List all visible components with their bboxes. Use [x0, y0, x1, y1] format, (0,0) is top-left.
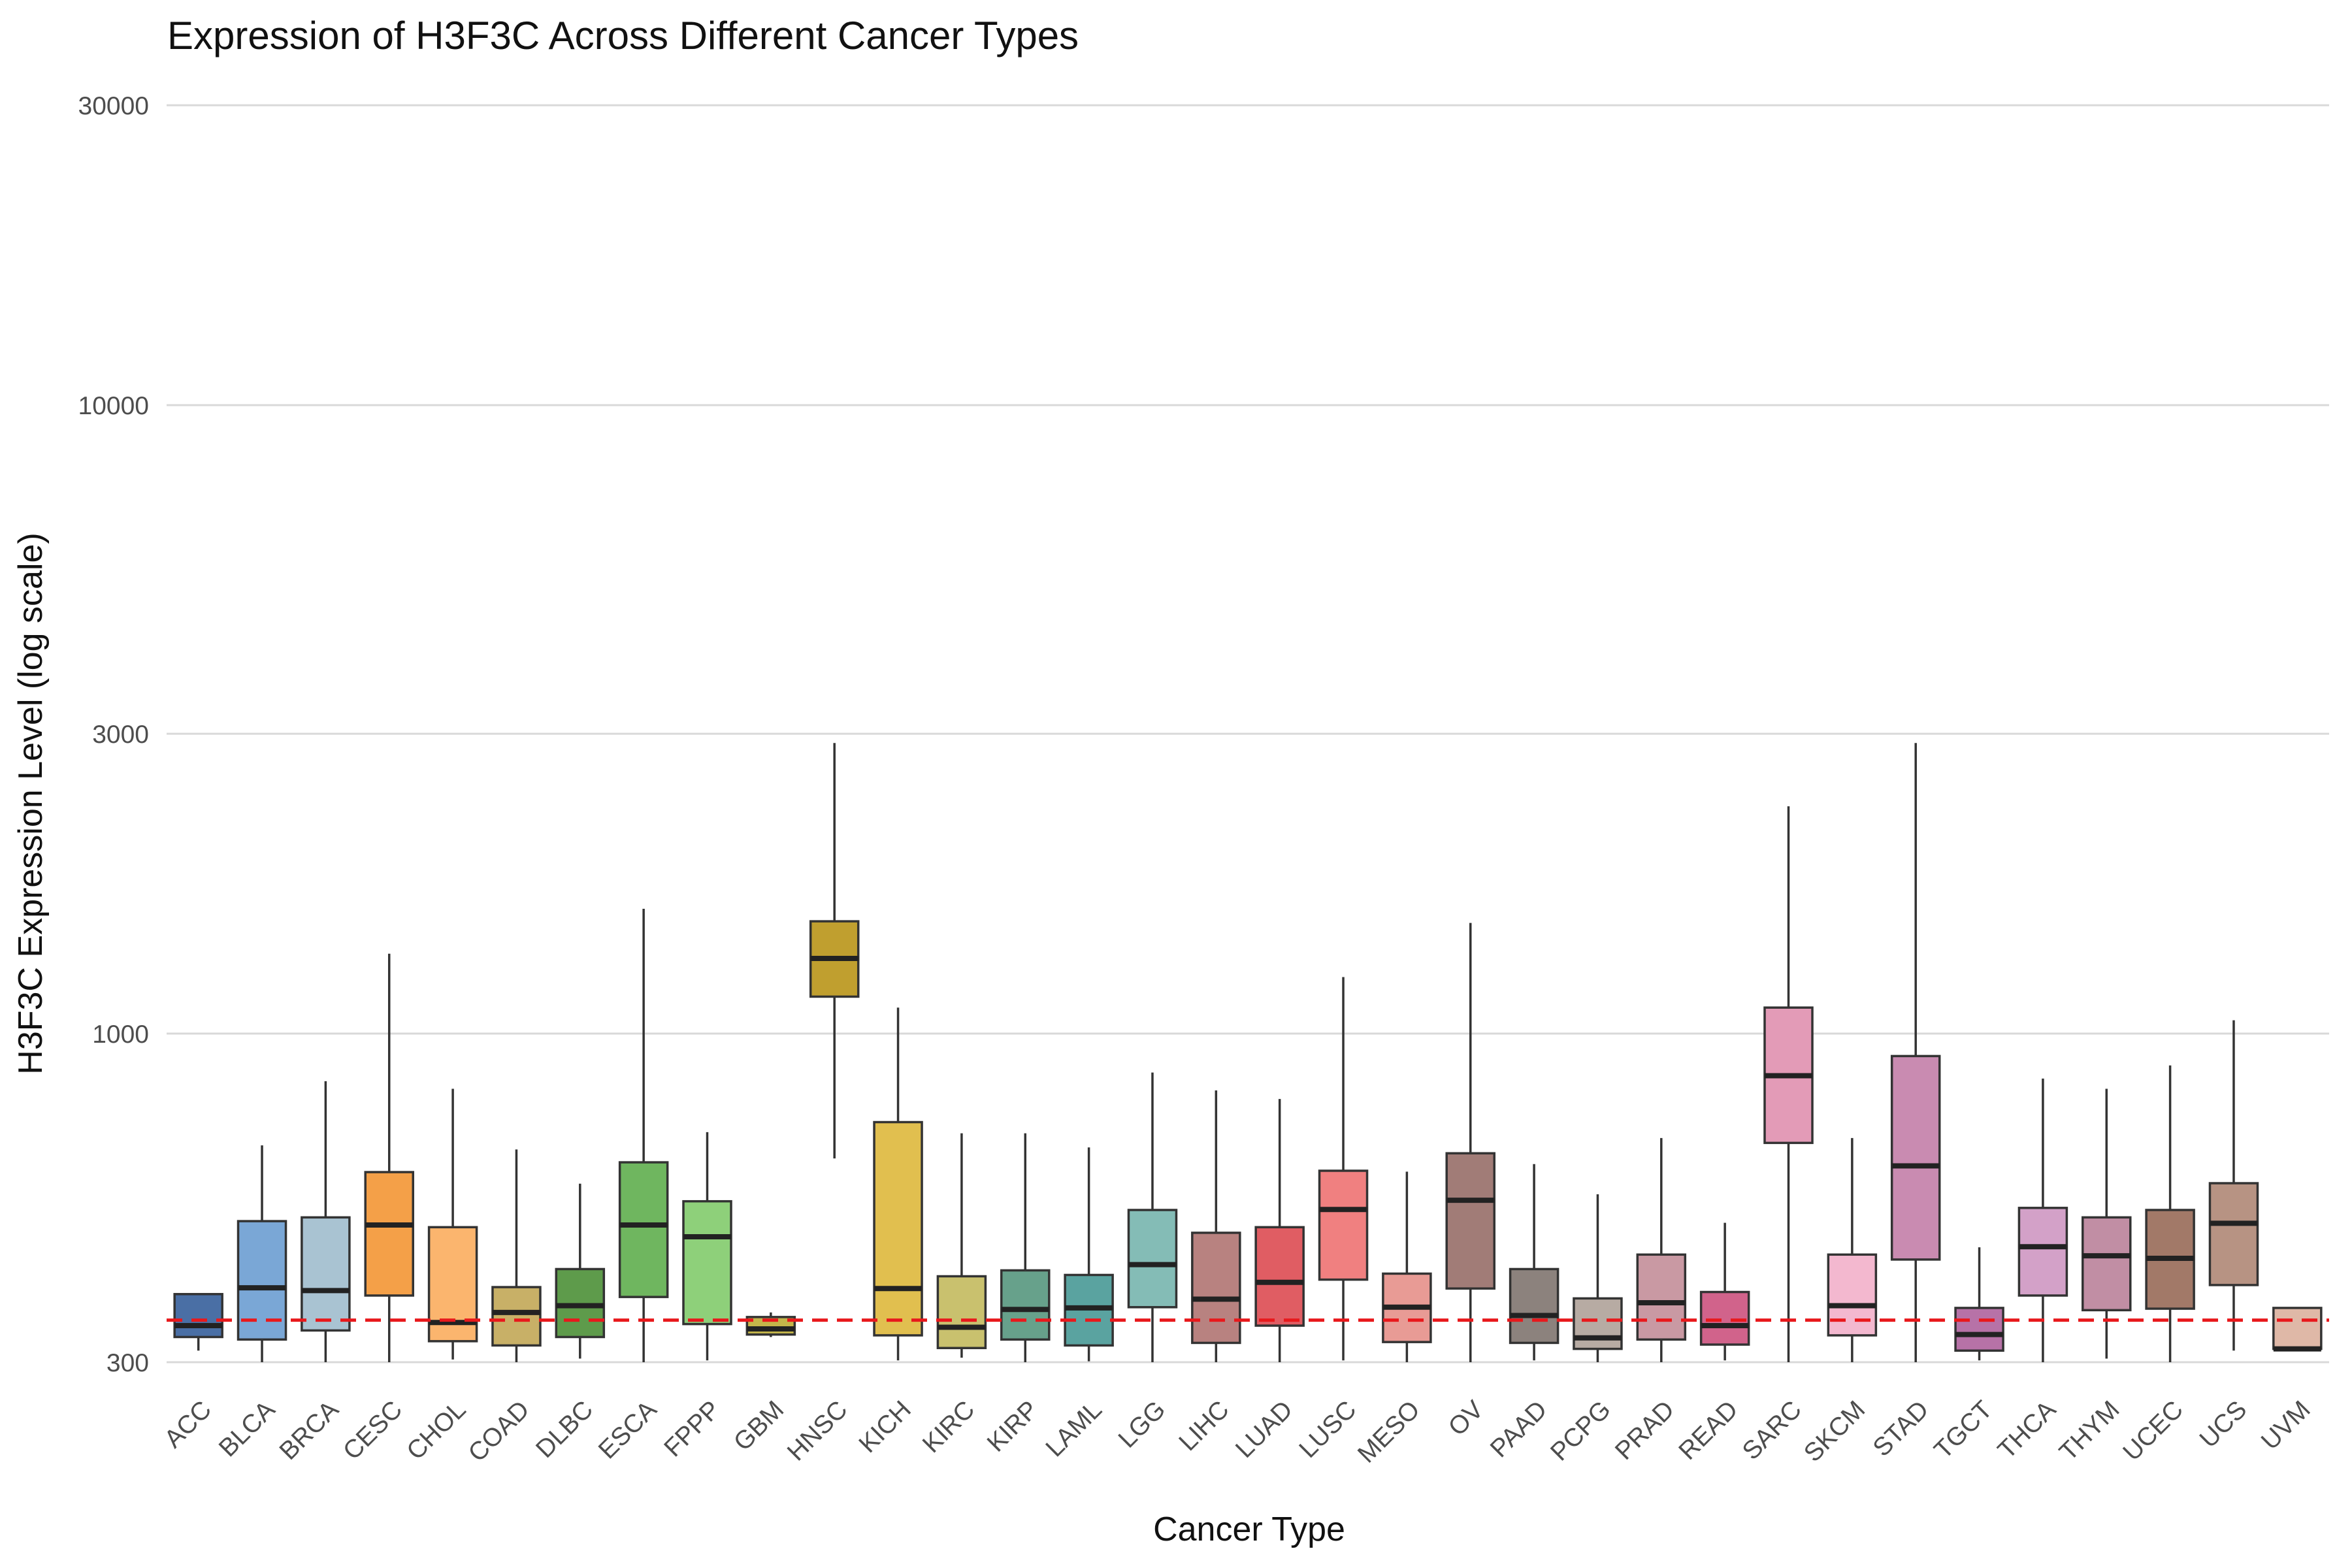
iqr-box [1954, 1307, 2004, 1352]
box-kich [873, 1007, 923, 1361]
box-tgct [1954, 1247, 2004, 1361]
box-ucec [2145, 1065, 2195, 1362]
iqr-box [173, 1293, 223, 1339]
box-laml [1064, 1147, 1114, 1362]
y-axis-title: H3F3C Expression Level (log scale) [12, 532, 50, 1074]
iqr-box [1636, 1253, 1687, 1341]
box-kirp [1000, 1133, 1051, 1362]
box-ov [1445, 923, 1495, 1362]
box-prad [1636, 1137, 1687, 1362]
iqr-box [555, 1267, 606, 1339]
iqr-box [491, 1286, 542, 1347]
boxes [173, 743, 2323, 1362]
iqr-box [2017, 1207, 2068, 1297]
iqr-box [618, 1161, 669, 1298]
iqr-box [936, 1275, 987, 1350]
box-dlbc [555, 1183, 606, 1359]
iqr-box [873, 1120, 923, 1337]
iqr-box [364, 1171, 414, 1297]
iqr-box [1573, 1297, 1623, 1350]
iqr-box [2272, 1307, 2323, 1350]
y-axis-tick-labels: 300 1000 3000 10000 30000 [78, 92, 149, 1377]
y-tick-label: 10000 [78, 392, 149, 420]
iqr-box [2082, 1216, 2132, 1312]
box-coad [491, 1149, 542, 1362]
box-lihc [1191, 1090, 1241, 1362]
chart-title: Expression of H3F3C Across Different Can… [167, 14, 1079, 57]
box-kirc [936, 1133, 987, 1358]
iqr-box [1445, 1152, 1495, 1290]
y-tick-label: 30000 [78, 92, 149, 120]
box-paad [1509, 1164, 1560, 1361]
y-tick-label: 1000 [92, 1021, 149, 1049]
box-cesc [364, 953, 414, 1362]
box-uvm [2272, 1307, 2323, 1352]
box-acc [173, 1293, 223, 1351]
gridlines [167, 104, 2329, 1364]
iqr-box [1890, 1054, 1941, 1261]
y-tick-label: 300 [106, 1349, 149, 1377]
box-thca [2017, 1078, 2068, 1362]
iqr-box [301, 1216, 351, 1332]
iqr-box [1000, 1269, 1051, 1341]
iqr-box [1254, 1226, 1305, 1327]
iqr-box [1318, 1169, 1369, 1281]
box-pcpg [1573, 1194, 1623, 1362]
box-brca [301, 1081, 351, 1362]
box-hnsc [809, 743, 860, 1159]
iqr-box [682, 1200, 732, 1326]
y-tick-label: 3000 [92, 721, 149, 749]
iqr-box [1191, 1232, 1241, 1345]
box-luad [1254, 1099, 1305, 1362]
box-chol [427, 1088, 478, 1360]
box-skcm [1827, 1137, 1878, 1362]
box-sarc [1763, 806, 1814, 1362]
box-gbm [745, 1312, 796, 1337]
iqr-box [1699, 1290, 1750, 1346]
box-read [1699, 1222, 1750, 1361]
box-stad [1890, 743, 1941, 1362]
iqr-box [1827, 1253, 1878, 1337]
box-meso [1382, 1171, 1432, 1362]
box-fppp [682, 1132, 732, 1361]
box-thym [2082, 1088, 2132, 1359]
iqr-box [1509, 1267, 1560, 1345]
box-lusc [1318, 977, 1369, 1361]
box-ucs [2208, 1020, 2259, 1351]
x-axis-title: Cancer Type [1153, 1511, 1345, 1548]
box-lgg [1127, 1072, 1178, 1362]
iqr-box [2208, 1182, 2259, 1286]
box-esca [618, 908, 669, 1362]
iqr-box [1127, 1209, 1178, 1309]
